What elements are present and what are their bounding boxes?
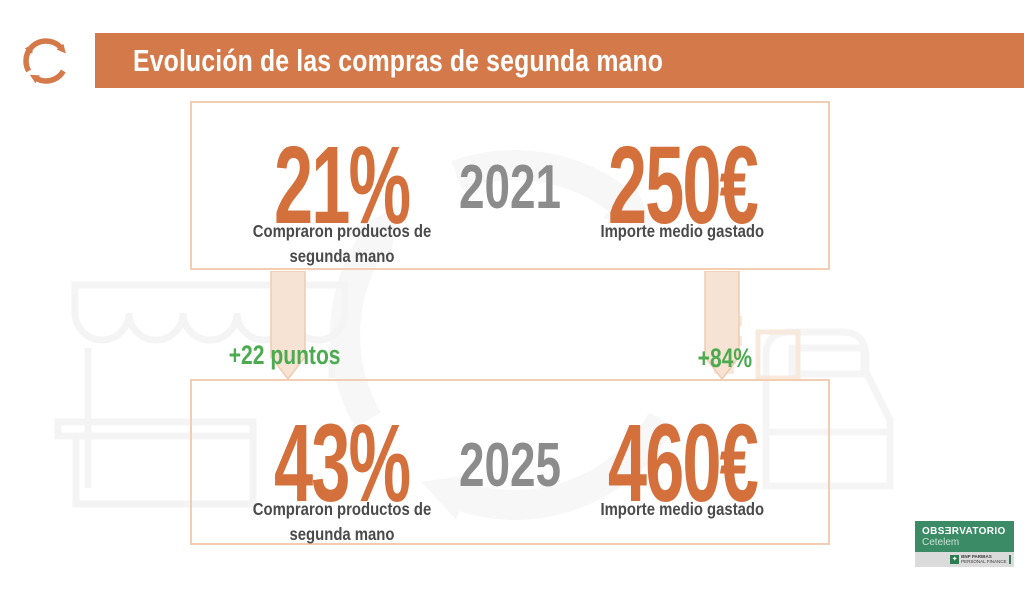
stat-percent-2021: 21% Compraron productos de segunda mano [210, 124, 474, 268]
percent-label-2021: Compraron productos de segunda mano [252, 221, 432, 266]
percent-value-2025: 43% [274, 402, 411, 525]
delta-percent-points: +22 puntos [229, 340, 341, 370]
amount-value-2025: 460€ [607, 402, 759, 525]
page-title: Evolución de las compras de segunda mano [133, 42, 664, 78]
recycle-arrows-icon [23, 38, 66, 84]
stat-box-2025: 43% Compraron productos de segunda mano … [190, 379, 830, 545]
percent-value-2021: 21% [274, 124, 411, 247]
logo-partner-strip: ✦ BNP PARIBAS PERSONAL FINANCE [915, 551, 1014, 567]
bnp-paribas-text: BNP PARIBAS PERSONAL FINANCE [961, 553, 1007, 565]
header-bar: Evolución de las compras de segunda mano [95, 33, 1024, 88]
bnp-paribas-icon: ✦ [950, 554, 960, 564]
stat-amount-2021: 250€ Importe medio gastado [550, 124, 814, 247]
stat-percent-2025: 43% Compraron productos de segunda mano [210, 402, 474, 546]
observatorio-cetelem-logo: OBSƎRVATORIO Cetelem ✦ BNP PARIBAS PERSO… [915, 521, 1014, 567]
stat-amount-2025: 460€ Importe medio gastado [550, 402, 814, 525]
delta-amount-pct: +84% [697, 343, 753, 373]
amount-label-2021: Importe medio gastado [600, 221, 764, 241]
stat-box-2021: 21% Compraron productos de segunda mano … [190, 101, 830, 270]
amount-value-2021: 250€ [607, 124, 759, 247]
logo-sub-text: Cetelem [922, 537, 960, 549]
bnp-flame-mark [1008, 554, 1011, 564]
percent-label-2025: Compraron productos de segunda mano [252, 499, 432, 544]
logo-brand-text: OBSƎRVATORIO [922, 525, 1006, 537]
logo-green-panel: OBSƎRVATORIO Cetelem [915, 521, 1014, 552]
amount-label-2025: Importe medio gastado [600, 499, 764, 519]
